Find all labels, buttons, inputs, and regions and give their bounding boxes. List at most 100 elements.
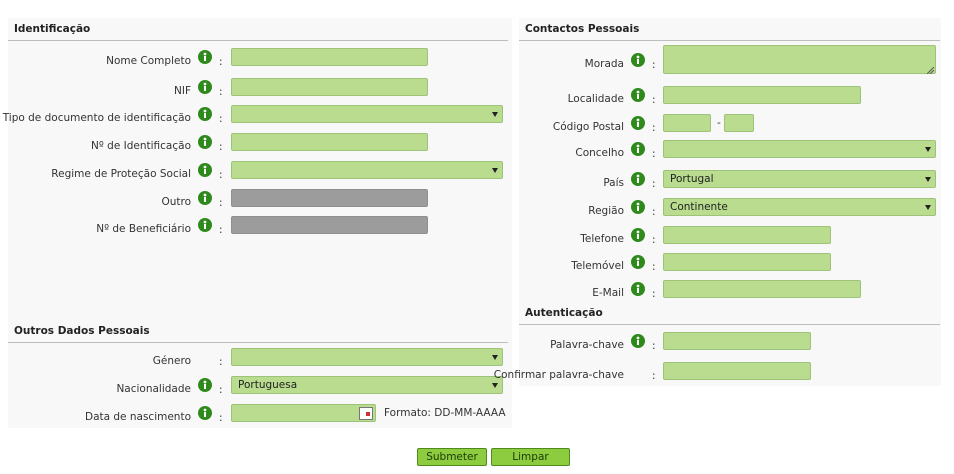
separator: : (652, 234, 656, 246)
info-glyph (631, 52, 645, 67)
select[interactable] (231, 161, 503, 179)
separator: : (652, 370, 656, 382)
field-label: Palavra-chave (550, 339, 624, 351)
postal-separator: - (717, 117, 721, 129)
field-label: Tipo de documento de identificação (2, 112, 191, 124)
section-title: Outros Dados Pessoais (14, 325, 150, 337)
info-glyph (198, 135, 212, 149)
info-icon[interactable] (631, 334, 645, 348)
info-glyph (631, 88, 645, 102)
info-icon[interactable] (198, 107, 212, 121)
info-glyph (198, 218, 212, 232)
info-icon[interactable] (631, 228, 645, 242)
input[interactable] (663, 86, 861, 104)
field-label: Código Postal (552, 121, 624, 133)
button[interactable]: Submeter (417, 448, 487, 466)
field-label: Nome Completo (106, 55, 191, 67)
select-value: Continente (670, 201, 728, 213)
info-glyph (631, 282, 645, 296)
field-label: Morada (584, 57, 624, 70)
field-label: País (603, 177, 624, 189)
separator: : (652, 288, 656, 300)
select[interactable]: Portugal (663, 170, 936, 188)
info-icon[interactable] (198, 218, 212, 232)
select-value: Portuguesa (238, 379, 298, 391)
input[interactable] (663, 253, 831, 271)
calendar-icon[interactable] (359, 407, 373, 420)
select[interactable]: Portuguesa (231, 376, 503, 394)
info-icon[interactable] (631, 282, 645, 296)
info-glyph (631, 228, 645, 242)
info-icon[interactable] (198, 378, 212, 392)
info-glyph (631, 255, 645, 269)
input[interactable] (663, 362, 811, 380)
input[interactable] (663, 114, 711, 132)
calendar-mark (366, 412, 370, 416)
select[interactable]: Continente (663, 198, 936, 216)
field-label: Confirmar palavra-chave (493, 369, 624, 381)
info-glyph (198, 163, 212, 177)
field-label: Telefone (580, 233, 624, 245)
field-label: Nº de Beneficiário (96, 223, 191, 235)
info-icon[interactable] (631, 116, 645, 130)
select-arrow (925, 177, 931, 182)
select-arrow (492, 383, 498, 388)
input[interactable] (663, 280, 861, 298)
section-rule (519, 324, 940, 325)
info-icon[interactable] (631, 88, 645, 102)
select[interactable] (231, 105, 503, 123)
info-icon[interactable] (631, 255, 645, 269)
info-icon[interactable] (631, 52, 645, 67)
select[interactable] (663, 140, 936, 158)
separator: : (652, 94, 656, 106)
input[interactable] (663, 45, 936, 75)
field-label: E-Mail (592, 287, 624, 299)
section-rule (519, 40, 940, 41)
grip (926, 66, 935, 75)
input[interactable] (724, 114, 754, 132)
info-icon[interactable] (198, 191, 212, 205)
input[interactable] (231, 78, 428, 96)
info-icon[interactable] (198, 135, 212, 149)
info-glyph (198, 406, 212, 420)
info-glyph (631, 116, 645, 130)
input[interactable] (231, 48, 428, 66)
section-title: Identificação (14, 23, 91, 35)
button[interactable]: Limpar (491, 448, 570, 466)
field-label: Outro (161, 196, 191, 208)
field-label: Telemóvel (571, 260, 624, 272)
info-icon[interactable] (198, 50, 212, 64)
info-glyph (631, 334, 645, 348)
info-glyph (631, 200, 645, 214)
select[interactable] (231, 348, 503, 366)
select-arrow (925, 147, 931, 152)
section-rule (8, 40, 508, 41)
info-glyph (198, 80, 212, 94)
info-icon[interactable] (198, 406, 212, 420)
separator: : (652, 206, 656, 218)
separator: : (219, 141, 223, 153)
field-label: Concelho (575, 147, 624, 159)
field-label: Regime de Proteção Social (51, 168, 191, 180)
input[interactable] (663, 226, 831, 244)
input[interactable] (231, 133, 428, 151)
info-glyph (198, 191, 212, 205)
date-format: Formato: DD-MM-AAAA (384, 407, 506, 419)
info-glyph (198, 107, 212, 121)
separator: : (652, 122, 656, 134)
field-label: Nacionalidade (116, 383, 191, 395)
info-icon[interactable] (631, 200, 645, 214)
separator: : (652, 261, 656, 273)
separator: : (219, 113, 223, 125)
input[interactable] (231, 404, 376, 422)
separator: : (219, 412, 223, 424)
field-label: Data de nascimento (84, 411, 191, 423)
info-icon[interactable] (198, 163, 212, 177)
info-icon[interactable] (631, 142, 645, 156)
info-icon[interactable] (631, 172, 645, 186)
input[interactable] (663, 332, 811, 350)
separator: : (219, 224, 223, 236)
section-rule (8, 342, 508, 343)
section-title: Autenticação (525, 307, 603, 319)
info-icon[interactable] (198, 80, 212, 94)
